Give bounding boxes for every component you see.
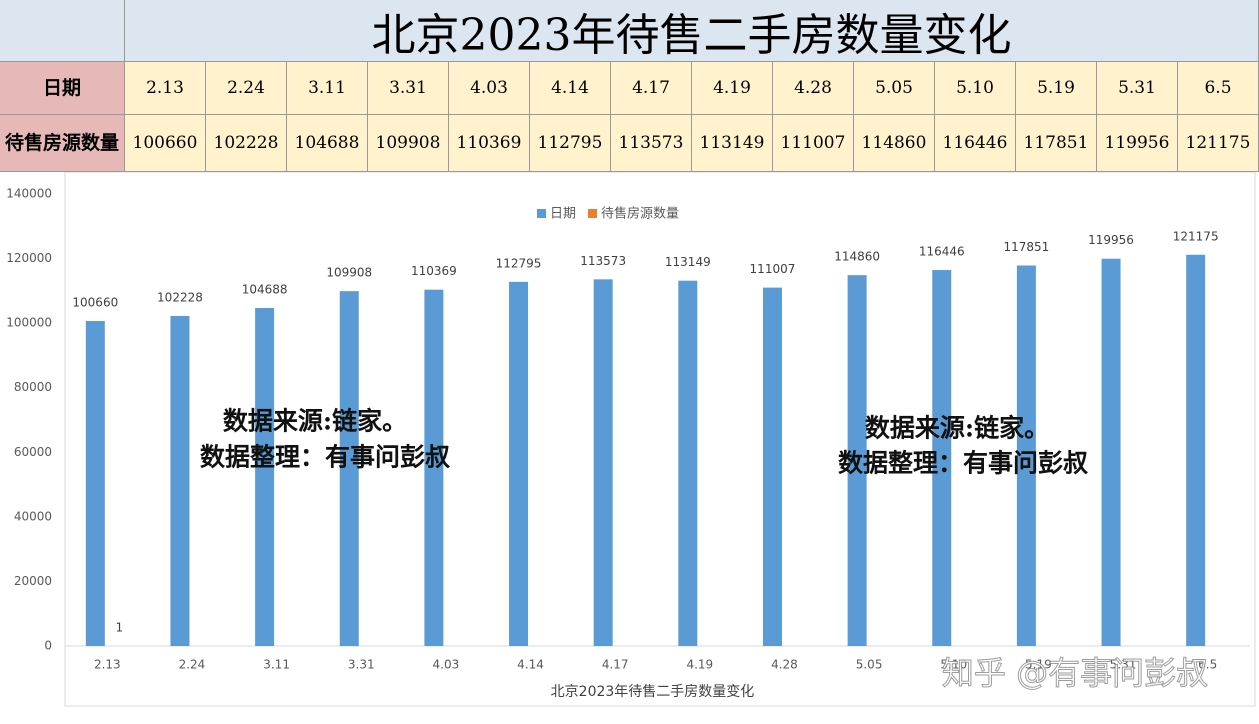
table-cell: 102228: [206, 115, 287, 172]
legend-swatch: [537, 209, 546, 218]
x-tick-label: 3.11: [263, 658, 290, 672]
data-label: 116446: [919, 245, 965, 259]
bar: [509, 281, 529, 646]
x-tick-label: 5.31: [1110, 658, 1137, 672]
x-tick-label: 2.13: [94, 658, 121, 672]
table-cell: 4.19: [692, 62, 773, 115]
table-cell: 6.5: [1178, 62, 1259, 115]
y-tick-label: 40000: [14, 509, 52, 523]
corner-cell: [0, 0, 125, 62]
data-label: 1: [116, 620, 124, 634]
row-header: 日期: [0, 62, 125, 115]
table-cell: 4.03: [449, 62, 530, 115]
annotation: 数据来源:链家。: [865, 414, 1049, 443]
table-cell: 113573: [611, 115, 692, 172]
data-table: 北京2023年待售二手房数量变化 日期 2.13 2.24 3.11 3.31 4.03 4.…: [0, 0, 1259, 172]
x-tick-label: 5.19: [1025, 658, 1052, 672]
data-label: 119956: [1088, 233, 1134, 247]
table-cell: 104688: [287, 115, 368, 172]
annotation: 数据来源:链家。: [223, 407, 407, 436]
data-label: 117851: [1003, 240, 1049, 254]
annotation: 数据整理：有事问彭叔: [838, 449, 1089, 478]
data-label: 113149: [665, 255, 711, 269]
bar: [85, 321, 105, 646]
y-tick-label: 140000: [6, 187, 52, 201]
bar: [1101, 258, 1121, 646]
data-label: 100660: [72, 296, 118, 310]
bar: [1186, 254, 1206, 646]
data-label: 111007: [750, 262, 796, 276]
row-header: 待售房源数量: [0, 115, 125, 172]
x-tick-label: 4.14: [517, 658, 544, 672]
table-cell: 117851: [1016, 115, 1097, 172]
table-cell: 119956: [1097, 115, 1178, 172]
data-label: 121175: [1173, 229, 1219, 243]
data-label: 112795: [496, 256, 542, 270]
table-cell: 113149: [692, 115, 773, 172]
x-tick-label: 3.31: [348, 658, 375, 672]
bar: [1016, 265, 1036, 646]
annotation: 数据整理：有事问彭叔: [200, 443, 451, 472]
watermark: 知乎 @有事问彭叔: [942, 654, 1208, 692]
x-tick-label: 4.28: [771, 658, 798, 672]
table-cell: 5.31: [1097, 62, 1178, 115]
data-label: 110369: [411, 264, 457, 278]
bar: [762, 287, 782, 646]
x-tick-label: 6.5: [1198, 658, 1217, 672]
data-label: 102228: [157, 290, 203, 304]
table-cell: 109908: [368, 115, 449, 172]
table-cell: 5.19: [1016, 62, 1097, 115]
table-cell: 4.14: [530, 62, 611, 115]
table-cell: 4.28: [773, 62, 854, 115]
bar: [339, 291, 359, 646]
x-tick-label: 5.10: [940, 658, 967, 672]
table-cell: 4.17: [611, 62, 692, 115]
table-cell: 100660: [125, 115, 206, 172]
x-tick-label: 4.19: [686, 658, 713, 672]
data-label: 104688: [242, 283, 288, 297]
bar: [424, 289, 444, 646]
y-tick-label: 120000: [6, 251, 52, 265]
x-tick-label: 5.05: [856, 658, 883, 672]
x-axis-title: 北京2023年待售二手房数量变化: [551, 684, 755, 700]
bar: [170, 315, 190, 646]
x-tick-label: 4.03: [433, 658, 460, 672]
y-tick-label: 80000: [14, 380, 52, 394]
chart: 0 20000 40000 60000 80000 100000 120000 140000 2…: [6, 172, 1256, 707]
legend-label: 待售房源数量: [601, 206, 679, 222]
data-label: 109908: [326, 266, 372, 280]
table-cell: 2.24: [206, 62, 287, 115]
table-cell: 2.13: [125, 62, 206, 115]
x-tick-label: 4.17: [602, 658, 629, 672]
bar: [593, 279, 613, 646]
table-cell: 112795: [530, 115, 611, 172]
table-cell: 5.05: [854, 62, 935, 115]
table-cell: 3.31: [368, 62, 449, 115]
table-cell: 3.11: [287, 62, 368, 115]
table-cell: 5.10: [935, 62, 1016, 115]
y-tick-label: 0: [44, 639, 52, 653]
bar: [932, 270, 952, 646]
table-cell: 114860: [854, 115, 935, 172]
x-tick-label: 2.24: [179, 658, 206, 672]
bar: [255, 308, 275, 646]
table-cell: 121175: [1178, 115, 1259, 172]
y-tick-label: 100000: [6, 316, 52, 330]
plot-frame: [64, 172, 1256, 707]
legend-label: 日期: [550, 207, 576, 222]
table-title: 北京2023年待售二手房数量变化: [125, 0, 1259, 62]
table-cell: 110369: [449, 115, 530, 172]
data-label: 114860: [834, 250, 880, 264]
legend-swatch: [588, 209, 598, 218]
y-tick-label: 20000: [14, 574, 52, 588]
table-cell: 111007: [773, 115, 854, 172]
bar: [678, 280, 698, 646]
table-cell: 116446: [935, 115, 1016, 172]
y-tick-label: 60000: [14, 445, 52, 459]
bar: [847, 275, 867, 646]
data-label: 113573: [580, 254, 626, 268]
